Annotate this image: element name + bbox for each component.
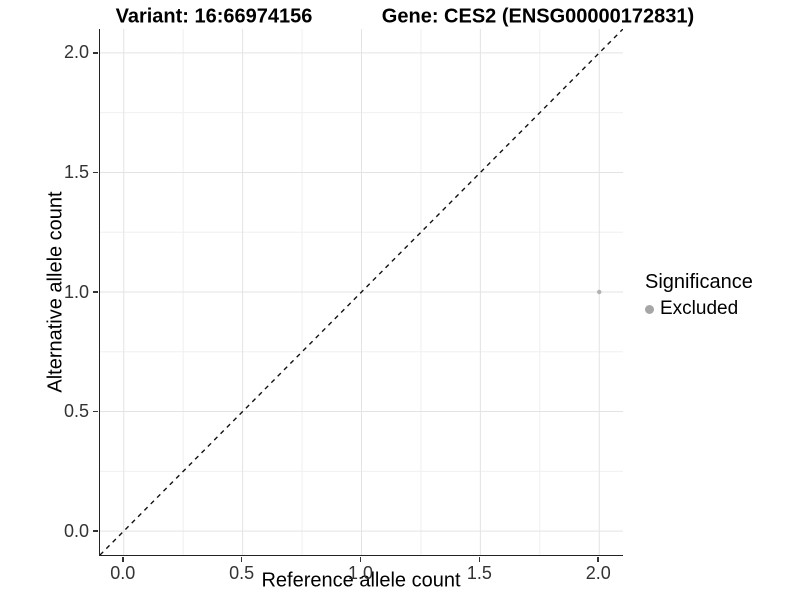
y-tick-label: 2.0 <box>63 42 89 63</box>
y-tick-label: 0.5 <box>63 401 89 422</box>
x-tick-mark <box>240 556 243 562</box>
x-tick-label: 0.5 <box>229 563 255 583</box>
x-tick-label: 2.0 <box>585 563 611 583</box>
x-tick-label: 1.0 <box>347 563 374 583</box>
legend-entry-excluded: Excluded <box>645 298 753 320</box>
x-tick-mark <box>478 556 481 562</box>
y-tick-mark <box>92 52 98 54</box>
x-tick-mark <box>359 556 362 562</box>
x-tick-label: 0.0 <box>110 563 136 583</box>
excluded-point-icon <box>645 304 654 314</box>
y-tick-mark <box>92 171 98 174</box>
legend-entry-label: Excluded <box>660 298 739 319</box>
plot-area-svg <box>100 29 623 555</box>
plot-panel <box>99 29 623 556</box>
legend-title: Significance <box>645 271 753 293</box>
y-tick-mark <box>92 291 98 293</box>
data-point <box>597 289 602 295</box>
gene-title: Gene: CES2 (ENSG00000172831) <box>381 5 695 28</box>
y-tick-label: 0.0 <box>63 520 89 541</box>
x-tick-label: 1.5 <box>466 563 492 583</box>
legend: Significance Excluded <box>645 271 753 320</box>
y-tick-mark <box>92 410 98 413</box>
variant-title: Variant: 16:66974156 <box>115 5 313 28</box>
y-tick-label: 1.5 <box>63 161 89 182</box>
x-axis-title: Reference allele count <box>261 569 461 592</box>
y-tick-label: 1.0 <box>63 281 89 302</box>
x-tick-mark <box>122 556 124 562</box>
x-tick-mark <box>597 556 599 562</box>
identity-dashed-line <box>100 29 623 555</box>
y-tick-mark <box>92 530 98 532</box>
